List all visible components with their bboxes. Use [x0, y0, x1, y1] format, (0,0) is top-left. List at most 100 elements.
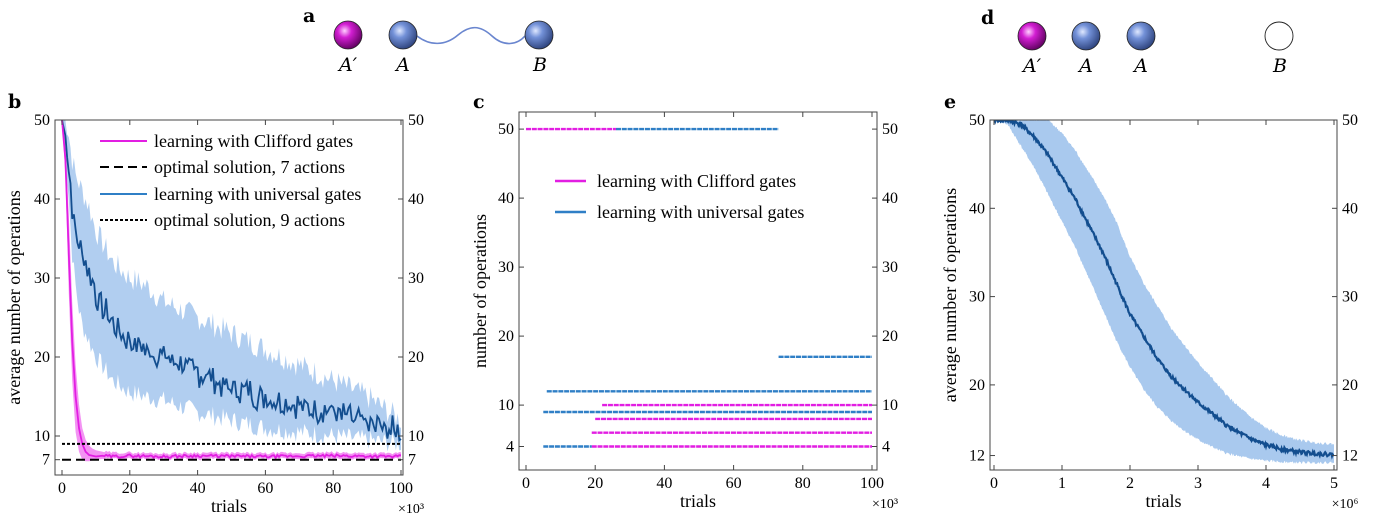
atom-b: [524, 20, 554, 50]
x-tick-label: 2: [1126, 475, 1134, 492]
atom-a-label: A: [394, 54, 410, 76]
y-tick-label: 20: [969, 377, 985, 394]
y-tick-label-right: 50: [882, 121, 898, 138]
plot-frame: [989, 119, 1338, 471]
y-tick-label-right: 30: [882, 259, 898, 276]
y-tick-label: 50: [498, 121, 514, 138]
x-tick-label: 1: [1058, 475, 1066, 492]
y-tick-label-right: 30: [1342, 289, 1358, 306]
y-tick-label: 50: [34, 112, 50, 129]
plot-frame: [54, 119, 404, 476]
x-multiplier: ×10³: [398, 502, 424, 516]
y-tick-label-right: 12: [1342, 448, 1358, 465]
y-axis-label: number of operations: [470, 214, 490, 368]
y-tick-label-right: 10: [882, 397, 898, 414]
chart-panel-b: 0 20 40 60 80 100 7 7 10 10 20 20 30 30 40 40 50 50 trials…: [4, 112, 424, 516]
y-tick-label-right: 30: [408, 270, 424, 287]
y-axis-label: average number of operations: [940, 188, 960, 402]
y-tick-label: 10: [498, 397, 514, 414]
y-tick-label-right: 50: [408, 112, 424, 129]
legend-label: learning with Clifford gates: [597, 171, 796, 191]
atom-a-prime: [1017, 21, 1047, 51]
atom-a: [388, 20, 418, 50]
x-tick-label: 0: [990, 475, 998, 492]
x-axis-label: trials: [211, 496, 247, 516]
x-tick-label: 80: [795, 475, 811, 492]
x-tick-label: 20: [122, 480, 138, 497]
y-tick-label-right: 4: [882, 439, 890, 456]
y-tick-label-right: 50: [1342, 112, 1358, 129]
y-tick-label-right: 20: [408, 349, 424, 366]
x-axis-label: trials: [680, 491, 716, 511]
series-line: [993, 120, 1335, 460]
legend-label: optimal solution, 7 actions: [154, 157, 345, 177]
y-tick-label: 10: [34, 428, 50, 445]
y-tick-label: 7: [42, 452, 50, 469]
panel-label-e: e: [944, 91, 956, 113]
y-tick-label: 40: [498, 190, 514, 207]
plot-area: [993, 120, 1335, 464]
x-tick-label: 40: [656, 475, 672, 492]
x-tick-label: 0: [58, 480, 66, 497]
band-universal: [995, 120, 1334, 464]
legend-label: learning with universal gates: [597, 202, 804, 222]
legend-label: optimal solution, 9 actions: [154, 210, 345, 230]
legend: learning with Clifford gates optimal solu…: [100, 131, 361, 230]
x-tick-label: 20: [587, 475, 603, 492]
atom-a-label: A: [1077, 55, 1093, 77]
x-tick-label: 100: [860, 475, 884, 492]
wavy-bond: [416, 26, 526, 45]
series-line-universal: [61, 120, 402, 443]
diagram-d: A′ A A B: [1017, 21, 1294, 77]
y-tick-label-right: 40: [408, 191, 424, 208]
atom-b-empty: [1264, 21, 1294, 51]
y-tick-label: 12: [969, 448, 985, 465]
y-tick-label-right: 7: [408, 452, 416, 469]
x-tick-label: 4: [1262, 475, 1270, 492]
x-tick-label: 40: [190, 480, 206, 497]
y-tick-label: 30: [969, 289, 985, 306]
x-tick-label: 60: [257, 480, 273, 497]
atom-a-prime: [333, 20, 363, 50]
y-tick-label-right: 20: [1342, 377, 1358, 394]
y-tick-label: 40: [969, 200, 985, 217]
y-tick-label-right: 40: [1342, 200, 1358, 217]
atom-a-prime-label: A′: [1021, 55, 1042, 77]
x-multiplier: ×10³: [872, 497, 898, 512]
panel-label-d: d: [981, 7, 994, 29]
y-tick-label: 4: [506, 439, 514, 456]
y-tick-label: 50: [969, 112, 985, 129]
atom-a: [1071, 21, 1101, 51]
x-tick-label: 100: [389, 480, 413, 497]
panel-label-c: c: [473, 91, 485, 113]
y-tick-label: 20: [498, 328, 514, 345]
chart-panel-c: 0 20 40 60 80 100 4 4 10 10 20 20 30 30 40 40 50 50 trials…: [470, 111, 898, 512]
y-tick-label: 40: [34, 191, 50, 208]
band-universal: [62, 120, 401, 452]
plot-area: [61, 120, 402, 462]
atom-a-2-label: A: [1132, 55, 1148, 77]
atom-a-2: [1126, 21, 1156, 51]
x-axis-label: trials: [1146, 491, 1182, 511]
panel-label-b: b: [8, 91, 21, 113]
y-tick-label-right: 10: [408, 428, 424, 445]
plot-frame: [518, 111, 878, 471]
legend-label: learning with Clifford gates: [154, 131, 353, 151]
atom-a-prime-label: A′: [337, 54, 358, 76]
y-tick-label: 20: [34, 349, 50, 366]
x-multiplier: ×10⁶: [1332, 497, 1359, 512]
atom-b-label: B: [1272, 55, 1287, 77]
atom-b-label: B: [532, 54, 547, 76]
x-tick-label: 60: [726, 475, 742, 492]
legend: learning with Clifford gates learning wit…: [555, 171, 804, 222]
series-line-clifford: [61, 120, 402, 460]
y-tick-label: 30: [34, 270, 50, 287]
x-tick-label: 80: [325, 480, 341, 497]
y-tick-label: 30: [498, 259, 514, 276]
y-tick-label-right: 40: [882, 190, 898, 207]
x-tick-label: 3: [1194, 475, 1202, 492]
y-tick-label-right: 20: [882, 328, 898, 345]
y-axis-label: average number of operations: [4, 190, 24, 404]
